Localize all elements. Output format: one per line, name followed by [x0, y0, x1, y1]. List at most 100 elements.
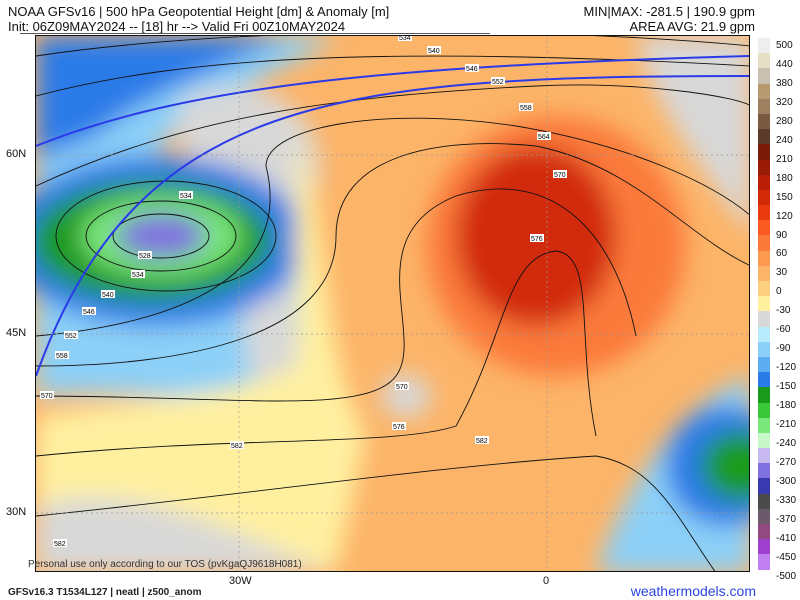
colorbar-swatch — [758, 113, 770, 130]
contour-label: 534 — [399, 36, 411, 42]
contour-label: 558 — [520, 105, 532, 112]
colorbar-label: 180 — [776, 172, 793, 184]
colorbar-swatch — [758, 311, 770, 327]
contour-label: 582 — [476, 438, 488, 445]
colorbar-swatch — [758, 296, 770, 312]
colorbar-swatch — [758, 402, 770, 418]
colorbar-swatch — [758, 448, 770, 464]
colorbar-label: 320 — [776, 96, 793, 108]
colorbar-label: -450 — [776, 551, 797, 563]
colorbar-swatch — [758, 53, 770, 69]
colorbar-label: 440 — [776, 58, 793, 70]
colorbar-label: -330 — [776, 494, 797, 506]
colorbar-swatch — [758, 129, 770, 145]
contour-label: 540 — [428, 48, 440, 55]
colorbar-label: 0 — [776, 286, 782, 298]
map-title: NOAA GFSv16 | 500 hPa Geopotential Heigh… — [8, 4, 390, 19]
colorbar-label: -210 — [776, 419, 797, 430]
colorbar-swatch — [758, 174, 770, 190]
blue-contour — [36, 55, 749, 147]
colorbar-label: 30 — [776, 267, 788, 279]
anomaly-shading — [36, 36, 749, 571]
colorbar-swatch — [758, 356, 770, 373]
init-valid-time: Init: 06Z09MAY2024 -- [18] hr --> Valid … — [8, 19, 346, 34]
colorbar-swatch — [758, 372, 770, 388]
contour-label: 582 — [231, 443, 243, 450]
colorbar-label: 120 — [776, 210, 793, 222]
colorbar-swatch — [758, 554, 770, 570]
contour-label: 570 — [396, 384, 408, 391]
map-canvas: 534 540 546 552 558 564 570 576 534 528 534 540 546 5… — [36, 36, 749, 571]
colorbar-label: 500 — [776, 40, 793, 51]
lon-label-30w: 30W — [229, 575, 252, 587]
colorbar-label: -370 — [776, 513, 797, 525]
colorbar-swatch — [758, 98, 770, 114]
colorbar-label: -240 — [776, 437, 797, 449]
area-average-readout: AREA AVG: 21.9 gpm — [629, 19, 756, 34]
colorbar-label: 210 — [776, 153, 793, 165]
colorbar-label: -500 — [776, 570, 797, 582]
colorbar-swatch — [758, 38, 770, 54]
lon-label-0: 0 — [543, 575, 550, 587]
colorbar-label: -180 — [776, 400, 797, 412]
model-info: GFSv16.3 T1534L127 | neatl | z500_anom — [8, 587, 202, 598]
colorbar-swatch — [758, 326, 770, 342]
colorbar-swatch — [758, 387, 770, 403]
contour-label: 576 — [531, 236, 543, 243]
min-max-readout: MIN|MAX: -281.5 | 190.9 gpm — [583, 4, 756, 19]
colorbar-swatch — [758, 205, 770, 221]
colorbar-swatch — [758, 265, 770, 281]
colorbar-swatch — [758, 493, 770, 509]
contour-label: 528 — [139, 253, 151, 260]
colorbar-swatch — [758, 68, 770, 84]
colorbar-swatch — [758, 417, 770, 433]
contour-label: 552 — [65, 333, 77, 340]
colorbar-swatch — [758, 189, 770, 206]
colorbar-label: -120 — [776, 362, 797, 374]
colorbar-swatch — [758, 539, 770, 555]
colorbar-swatch — [758, 235, 770, 251]
colorbar-swatch — [758, 250, 770, 266]
contour-label: 546 — [466, 66, 478, 73]
colorbar-label: 60 — [776, 248, 788, 260]
header-divider — [20, 33, 490, 34]
contour-labels: 534 540 546 552 558 564 570 576 534 528 534 540 546 5… — [40, 36, 567, 548]
colorbar-label: -300 — [776, 475, 797, 487]
colorbar-label: 380 — [776, 77, 793, 89]
contour-label: 540 — [102, 292, 114, 299]
colorbar-swatch — [758, 432, 770, 449]
contour-label: 576 — [393, 424, 405, 431]
colorbar-swatch — [758, 159, 770, 175]
colorbar-swatch — [758, 83, 770, 99]
colorbar — [758, 38, 770, 570]
colorbar-label: -150 — [776, 381, 797, 393]
tos-notice: Personal use only according to our TOS (… — [28, 559, 302, 570]
contour-label: 582 — [54, 541, 66, 548]
brand-link[interactable]: weathermodels.com — [630, 583, 756, 599]
colorbar-label: 90 — [776, 229, 788, 241]
colorbar-label: -410 — [776, 532, 797, 544]
colorbar-swatch — [758, 478, 770, 494]
colorbar-label: 150 — [776, 191, 793, 203]
height-contours — [36, 36, 749, 571]
contour-label: 534 — [132, 272, 144, 279]
colorbar-swatch — [758, 463, 770, 479]
colorbar-label: -60 — [776, 324, 791, 336]
colorbar-label: 240 — [776, 134, 793, 146]
colorbar-label: -30 — [776, 305, 791, 317]
contour-label: 534 — [180, 193, 192, 200]
contour-label: 570 — [41, 393, 53, 400]
colorbar-label: 280 — [776, 115, 793, 127]
colorbar-label: -90 — [776, 343, 791, 355]
colorbar-label: -270 — [776, 456, 797, 468]
lat-label-30n: 30N — [6, 506, 27, 518]
contour-label: 570 — [554, 172, 566, 179]
lat-label-45n: 45N — [6, 327, 27, 339]
colorbar-swatch — [758, 341, 770, 357]
anomaly-map: 534 540 546 552 558 564 570 576 534 528 534 540 546 5… — [35, 35, 750, 572]
contour-label: 546 — [83, 309, 95, 316]
contour-label: 552 — [492, 79, 504, 86]
lat-label-60n: 60N — [6, 148, 27, 160]
contour-label: 564 — [538, 134, 550, 141]
colorbar-swatch — [758, 508, 770, 524]
